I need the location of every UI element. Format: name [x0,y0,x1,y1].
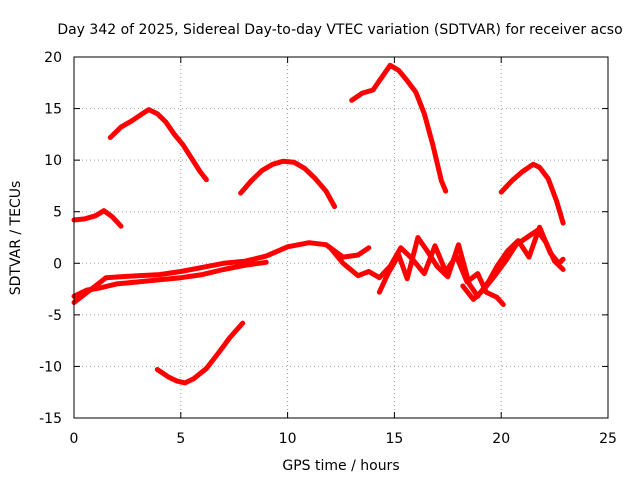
y-tick-labels: -15 -10 -5 0 5 10 15 20 [39,50,62,427]
chart-title: Day 342 of 2025, Sidereal Day-to-day VTE… [57,22,622,38]
y-tick-label: 15 [44,102,62,118]
y-tick-label: -5 [48,308,62,324]
x-axis-label: GPS time / hours [282,458,399,474]
series-arc-a [71,208,124,229]
grid-layer [74,57,608,418]
y-tick-label: 10 [44,153,62,169]
plot-frame [73,56,609,419]
y-tick-label: -10 [39,359,62,375]
x-tick-label: 0 [70,431,79,447]
series-arc-i [327,243,506,307]
series-arc-h [71,259,269,299]
series-arc-k [460,227,566,302]
y-axis-label: SDTVAR / TECUs [8,181,24,296]
x-tick-labels: 0 5 10 15 20 25 [70,431,617,447]
series-arc-f [154,320,246,386]
y-tick-label: 20 [44,50,62,66]
y-tick-label: 0 [53,256,62,272]
y-tick-label: -15 [39,411,62,427]
x-tick-label: 25 [599,431,617,447]
series-layer [71,62,566,386]
x-tick-label: 20 [492,431,510,447]
x-tick-label: 10 [279,431,297,447]
series-arc-b [107,107,209,183]
series-arc-c [238,158,338,210]
y-tick-label: 5 [53,205,62,221]
series-arc-e [498,161,566,226]
x-tick-label: 5 [176,431,185,447]
series-arc-d [349,62,449,194]
x-tick-label: 15 [385,431,403,447]
